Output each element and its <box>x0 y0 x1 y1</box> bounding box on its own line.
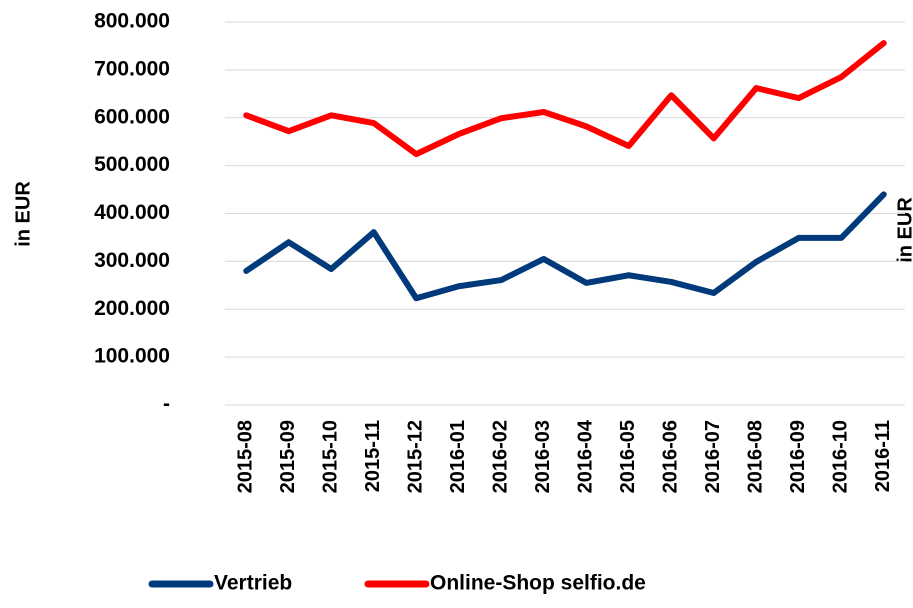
y-tick-label: 400.000 <box>94 201 170 224</box>
line <box>243 40 887 158</box>
x-tick-label: 2016-03 <box>532 420 554 493</box>
y-tick-label: 800.000 <box>94 10 170 33</box>
legend-label: Online-Shop selfio.de <box>430 572 646 595</box>
y-tick-label: - <box>163 393 170 416</box>
x-tick-label: 2016-04 <box>575 419 597 493</box>
x-tick-label: 2015-12 <box>405 420 427 493</box>
y-tick-label: 500.000 <box>94 153 170 176</box>
y-tick-label: 100.000 <box>94 345 170 368</box>
y-tick-label: 600.000 <box>94 105 170 128</box>
x-tick-label: 2015-11 <box>362 420 384 492</box>
x-tick-label: 2016-08 <box>745 420 767 493</box>
x-tick-label: 2016-05 <box>617 420 639 493</box>
x-tick-label: 2016-01 <box>447 420 469 493</box>
y2-axis-label: in EUR <box>894 197 913 263</box>
x-tick-label: 2016-06 <box>660 420 682 493</box>
legend-label: Vertrieb <box>214 572 292 595</box>
y-axis-label: in EUR <box>12 181 34 247</box>
x-tick-label: 2016-11 <box>872 420 894 492</box>
line <box>243 191 887 302</box>
y-tick-label: 200.000 <box>94 297 170 320</box>
x-tick-label: 2016-02 <box>490 420 512 493</box>
x-tick-label: 2016-10 <box>830 420 852 493</box>
y-tick-label: 300.000 <box>94 249 170 272</box>
x-tick-label: 2016-09 <box>787 420 809 493</box>
x-tick-label: 2015-09 <box>277 420 299 493</box>
x-tick-label: 2016-07 <box>702 420 724 493</box>
x-tick-label: 2015-08 <box>235 420 257 493</box>
x-tick-label: 2015-10 <box>320 420 342 493</box>
y-tick-label: 700.000 <box>94 57 170 80</box>
